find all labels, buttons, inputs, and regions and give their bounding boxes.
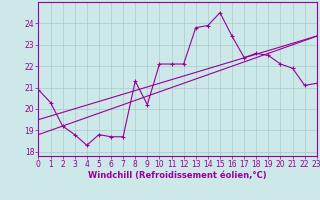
X-axis label: Windchill (Refroidissement éolien,°C): Windchill (Refroidissement éolien,°C) bbox=[88, 171, 267, 180]
